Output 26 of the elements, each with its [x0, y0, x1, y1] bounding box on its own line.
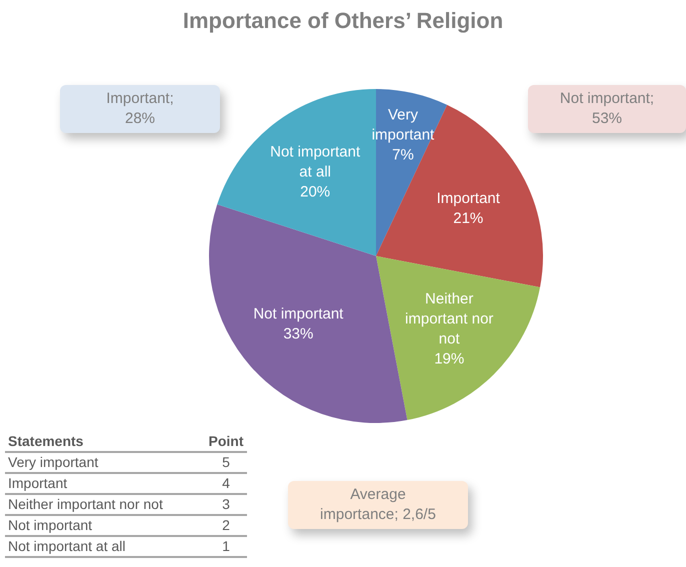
text: Very important — [5, 452, 205, 473]
text: Important — [5, 473, 205, 494]
text: 4 — [205, 473, 247, 494]
slice-label: Not important at all — [270, 143, 361, 180]
data-label: 19% — [434, 350, 464, 368]
text: Point — [205, 432, 247, 452]
text: Not important; 53% — [558, 89, 656, 129]
text: Important; 28% — [105, 89, 175, 129]
text: 3 — [205, 494, 247, 515]
data-label: 33% — [283, 326, 314, 343]
text: 1 — [205, 536, 247, 557]
chart-title: Importance of Others’ Religion — [182, 8, 504, 34]
data-label: 7% — [392, 146, 414, 164]
slice-label: Not important — [253, 306, 344, 323]
slice-label: Very important — [372, 106, 436, 144]
text: Average importance; 2,6/5 — [319, 485, 437, 525]
text: Statements — [5, 432, 205, 452]
data-label: 20% — [300, 183, 330, 200]
text: Not important — [5, 515, 205, 536]
text: 2 — [205, 515, 247, 536]
data-label: 21% — [453, 210, 484, 228]
text: Not important at all — [5, 536, 205, 557]
slice-label: Neither important nor not — [405, 290, 494, 348]
slice-label: Important — [436, 190, 501, 208]
text: Neither important nor not — [5, 494, 205, 515]
text: 5 — [205, 452, 247, 473]
